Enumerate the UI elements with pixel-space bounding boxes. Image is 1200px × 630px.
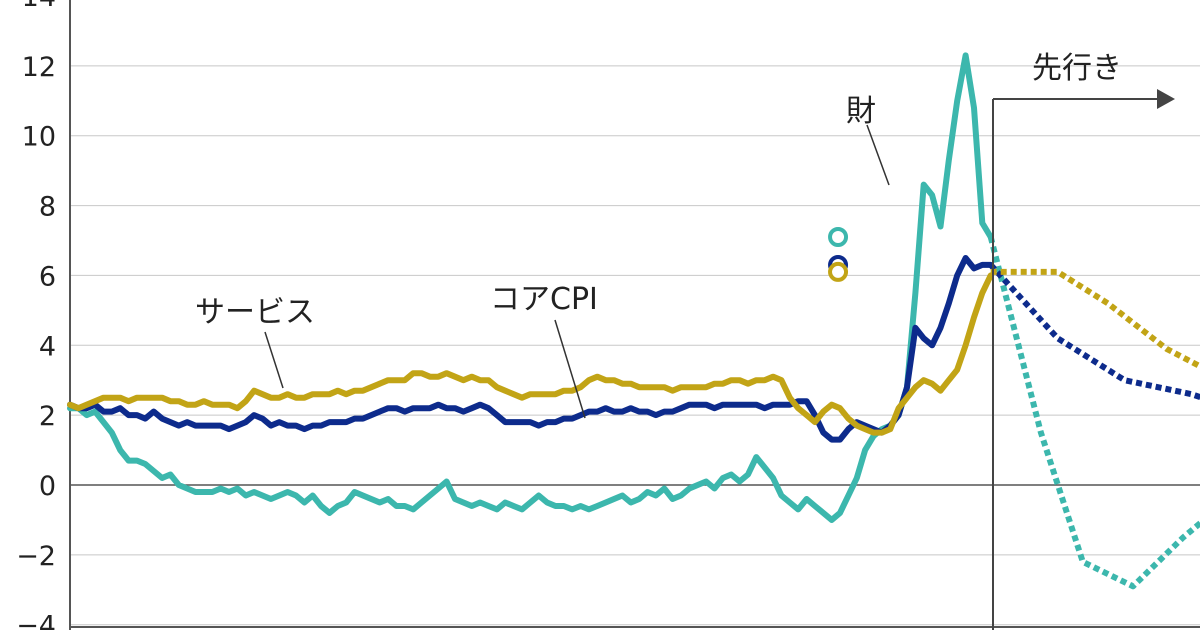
services-actual-line — [67, 272, 994, 436]
series-end-markers — [828, 227, 849, 282]
annotations: 財 サービス コアCPI 先行き — [195, 51, 1175, 630]
y-tick-label: 4 — [39, 331, 56, 362]
forecast-arrow-head-icon — [1157, 89, 1175, 109]
y-tick-label: 14 — [22, 0, 56, 13]
y-tick-label: 8 — [39, 192, 56, 223]
forecast-label: 先行き — [1032, 51, 1122, 86]
services-forecast-line — [990, 268, 1200, 370]
series-lines — [67, 52, 1200, 590]
y-tick-label: 0 — [39, 471, 56, 502]
goods-actual-line — [67, 52, 994, 523]
core-cpi-leader-line — [554, 319, 586, 419]
services-end-marker — [828, 261, 849, 282]
y-tick-label: 10 — [22, 122, 56, 153]
y-axis-tick-labels: −4 −2 0 2 4 6 8 10 12 14 — [16, 0, 56, 630]
goods-label: 財 — [846, 94, 876, 129]
axes — [69, 0, 1200, 630]
y-tick-label: −2 — [16, 541, 56, 572]
core-cpi-label: コアCPI — [490, 282, 598, 317]
y-tick-label: 2 — [39, 401, 56, 432]
services-label: サービス — [195, 295, 315, 330]
y-tick-label: 12 — [22, 52, 56, 83]
goods-end-marker — [828, 227, 849, 248]
y-tick-label: 6 — [39, 261, 56, 292]
core_cpi-actual-line — [67, 255, 994, 443]
services-leader-line — [264, 331, 284, 389]
core_cpi-forecast-line — [988, 262, 1200, 401]
goods-leader-line — [866, 124, 890, 186]
y-tick-label: −4 — [16, 611, 56, 630]
goods-forecast-line — [987, 236, 1200, 590]
